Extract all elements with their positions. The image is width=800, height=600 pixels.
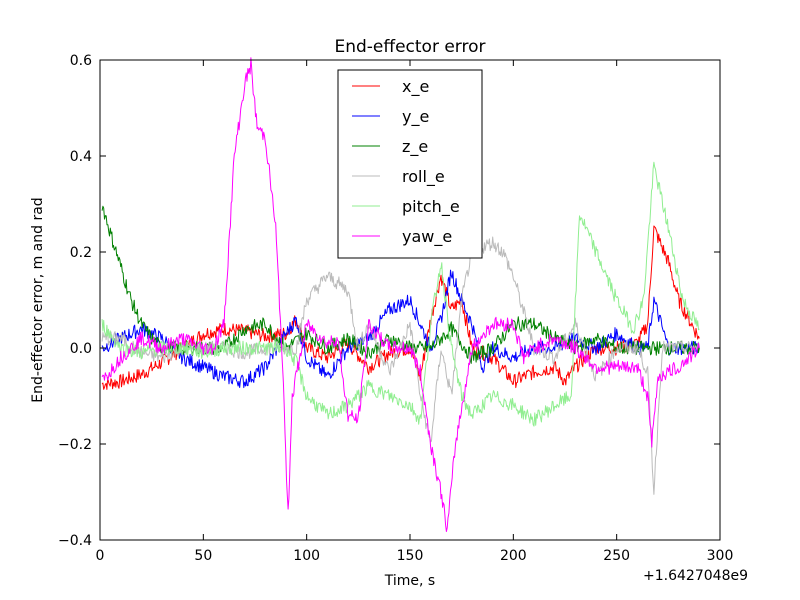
x-tick-label: 200 [500, 548, 527, 564]
x-tick-label: 100 [293, 548, 320, 564]
y-tick-label: 0.0 [70, 341, 92, 357]
y-tick-label: −0.2 [58, 437, 92, 453]
legend-label: yaw_e [402, 227, 452, 247]
tick-layer: 0 50 100 150 200 250 300 −0.4 −0.2 0.0 0.2 0.4 0.6 [58, 53, 733, 564]
x-axis-offset-label: +1.6427048e9 [643, 568, 748, 584]
y-axis-label: End-effector error, m and rad [30, 197, 46, 402]
legend-label: y_e [402, 107, 429, 127]
y-tick-label: 0.2 [70, 245, 92, 261]
x-axis-label: Time, s [384, 573, 435, 589]
x-tick-label: 0 [96, 548, 105, 564]
series-line-pitch-e [101, 161, 700, 427]
x-tick-label: 150 [397, 548, 424, 564]
x-tick-label: 50 [194, 548, 212, 564]
x-tick-label: 300 [707, 548, 734, 564]
series-line-yaw-e [101, 57, 700, 532]
legend-box [337, 69, 483, 259]
series-line-roll-e [101, 236, 700, 495]
chart-title: End-effector error [334, 37, 485, 57]
legend-label: x_e [402, 77, 429, 97]
legend-label: roll_e [402, 167, 445, 187]
legend: x_e y_e z_e roll_e pitch_e yaw_e [337, 69, 483, 259]
series-line-y-e [101, 269, 700, 389]
y-tick-label: 0.6 [70, 53, 92, 69]
legend-label: z_e [402, 137, 428, 157]
y-tick-label: −0.4 [58, 533, 92, 549]
series-layer [101, 57, 700, 532]
y-tick-label: 0.4 [70, 149, 92, 165]
legend-label: pitch_e [402, 197, 460, 217]
x-tick-label: 250 [603, 548, 630, 564]
